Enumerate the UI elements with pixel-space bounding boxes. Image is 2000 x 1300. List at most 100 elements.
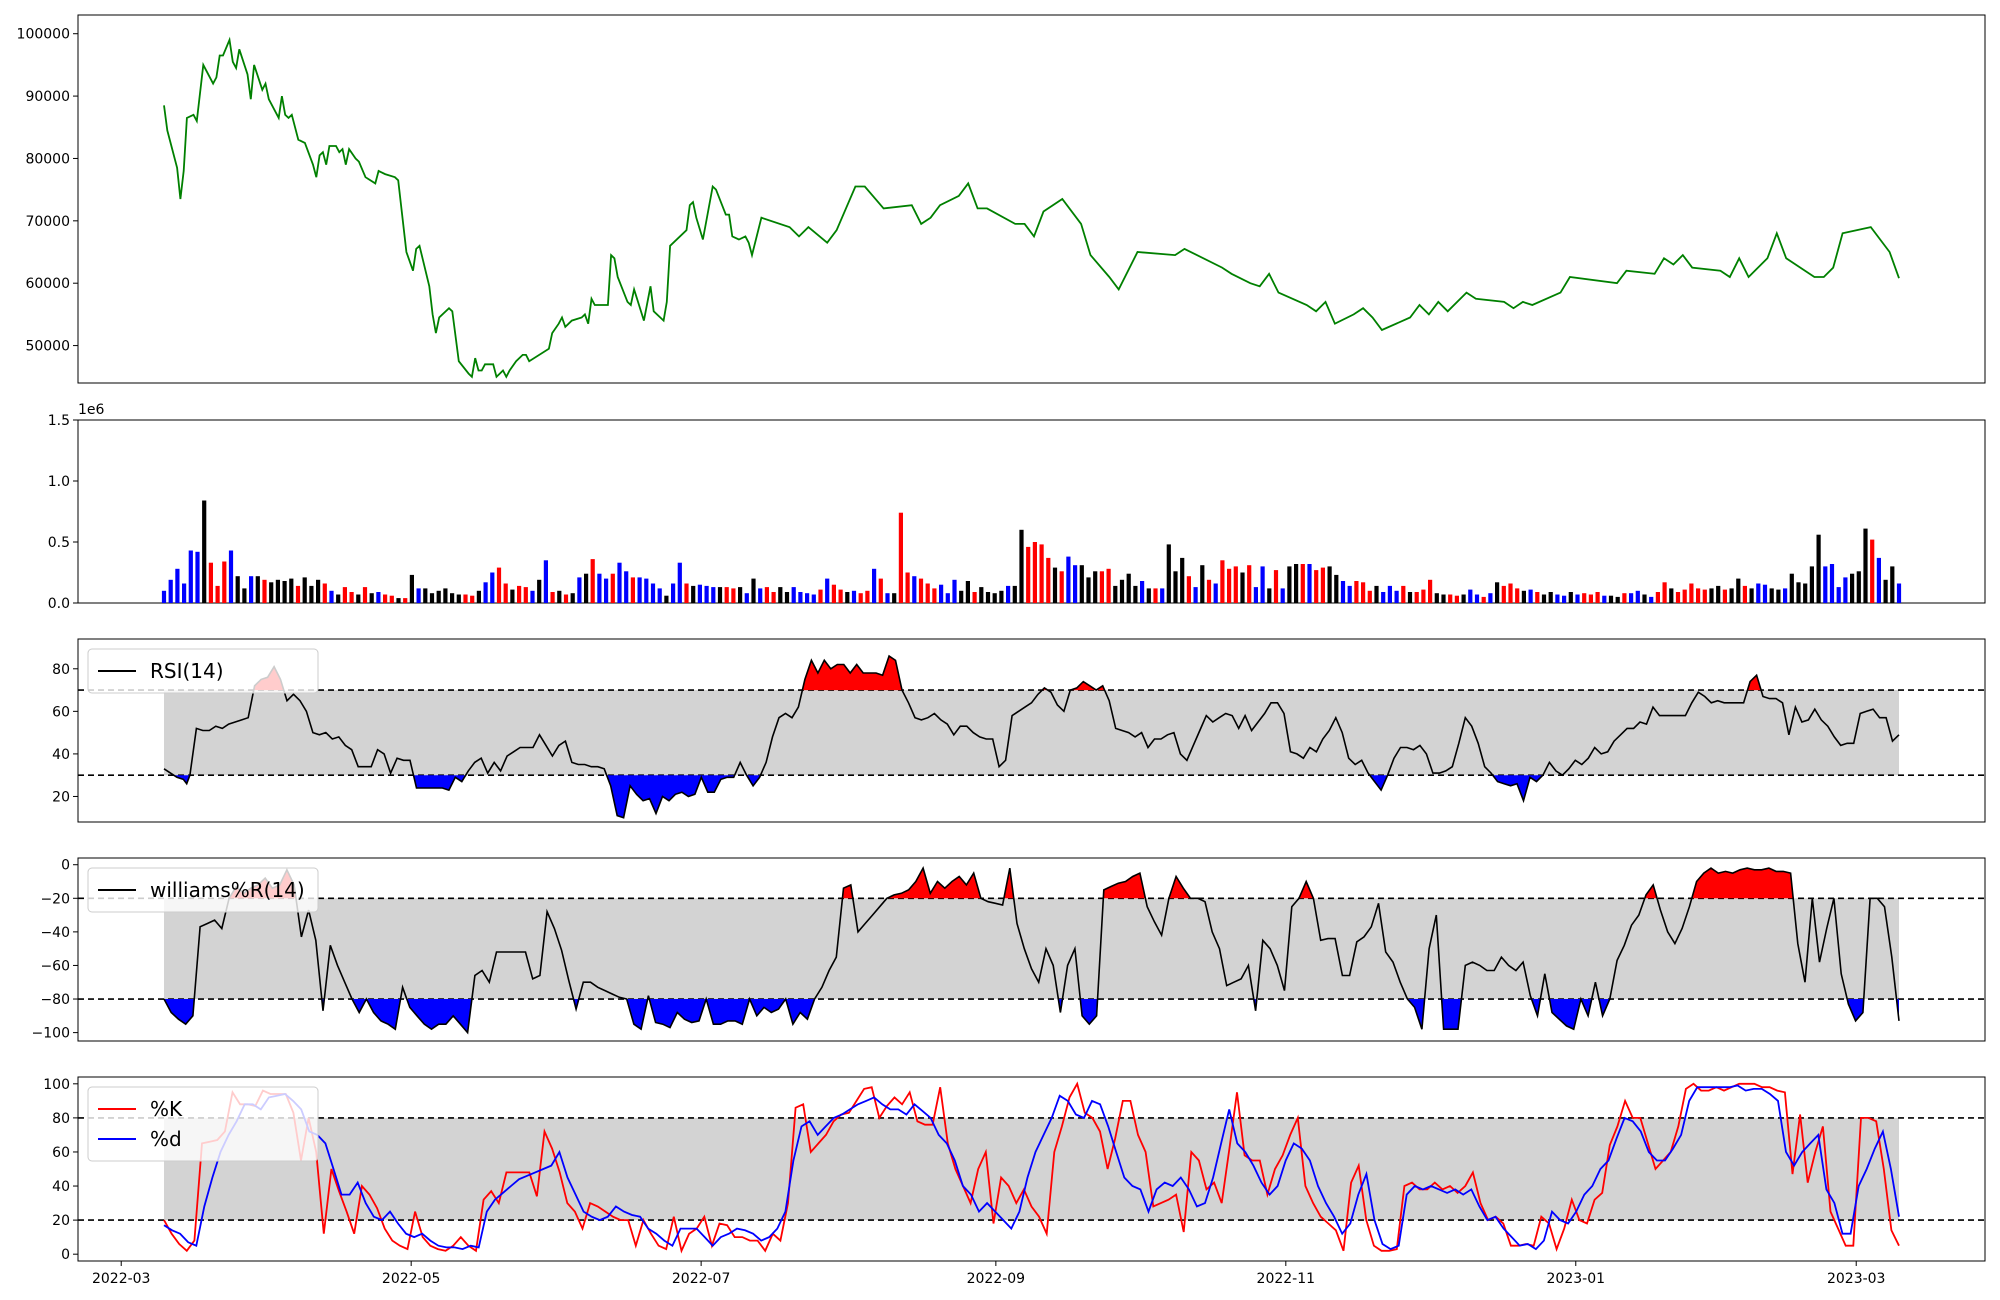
volume-bar-211: [1575, 594, 1580, 603]
volume-bar-53: [517, 585, 522, 603]
volume-bar-156: [1206, 579, 1212, 603]
rsi-ytick-label-1: 40: [52, 747, 70, 763]
volume-bar-95: [798, 592, 803, 603]
williams-oversold-fill-9: [749, 999, 786, 1016]
volume-bar-84: [724, 587, 729, 603]
williams-oversold-fill-4: [406, 999, 472, 1033]
williams-panel: −100 −80 −60 −40 −20 0 williams%R(14): [32, 857, 1986, 1042]
volume-bar-231: [1709, 588, 1714, 603]
volume-ytick-label-1: 0.5: [48, 535, 70, 551]
volume-bar-176: [1340, 581, 1346, 603]
volume-bar-146: [1140, 581, 1145, 603]
volume-bar-59: [557, 590, 562, 603]
williams-ytick-label-4: −20: [40, 891, 70, 907]
volume-bar-128: [1019, 529, 1024, 603]
volume-bar-111: [905, 572, 910, 603]
volume-bar-143: [1119, 579, 1125, 603]
volume-bar-154: [1193, 587, 1198, 603]
volume-bar-18: [282, 581, 287, 603]
volume-bar-13: [249, 576, 254, 603]
volume-bar-181: [1374, 585, 1379, 603]
volume-bar-130: [1032, 542, 1037, 603]
stochastic-ytick-label-1: 20: [52, 1213, 70, 1229]
volume-bar-149: [1160, 588, 1165, 603]
volume-bar-56: [537, 579, 542, 603]
volume-bar-72: [644, 578, 649, 603]
williams-overbought-fill-8: [1691, 868, 1794, 899]
volume-bar-196: [1474, 594, 1480, 603]
volume-bar-223: [1655, 592, 1660, 603]
volume-bar-39: [423, 588, 428, 603]
rsi-ytick-label-0: 20: [52, 789, 70, 805]
volume-bar-205: [1535, 592, 1540, 603]
x-tick-label-0: 2022-03: [92, 1271, 151, 1287]
volume-bar-244: [1796, 582, 1801, 603]
volume-bar-83: [717, 587, 723, 603]
volume-bar-240: [1769, 588, 1774, 603]
price-panel: 50000 60000 70000 80000 90000 100000: [17, 14, 1986, 384]
volume-bar-224: [1662, 582, 1667, 603]
volume-bar-147: [1146, 588, 1151, 603]
volume-bar-41: [436, 590, 441, 603]
volume-bar-197: [1481, 596, 1486, 603]
volume-bar-71: [637, 577, 642, 603]
volume-bar-125: [999, 590, 1004, 603]
volume-bar-9: [222, 561, 227, 603]
volume-bar-110: [898, 512, 903, 603]
volume-bar-220: [1635, 590, 1640, 603]
volume-bar-206: [1541, 594, 1547, 603]
rsi-oversold-fill-4: [1369, 775, 1388, 791]
volume-bar-66: [604, 578, 609, 603]
volume-bar-58: [550, 592, 555, 603]
volume-bar-14: [255, 576, 260, 603]
volume-bar-202: [1515, 588, 1520, 603]
volume-bar-183: [1387, 585, 1392, 603]
volume-bar-175: [1334, 574, 1339, 603]
volume-bar-6: [202, 500, 207, 603]
volume-bar-126: [1006, 585, 1011, 603]
volume-bar-226: [1675, 592, 1681, 603]
volume-bar-52: [510, 589, 515, 603]
volume-bar-213: [1588, 594, 1593, 603]
volume-bar-230: [1702, 589, 1707, 603]
volume-bar-114: [925, 583, 930, 603]
volume-bar-247: [1816, 534, 1821, 603]
volume-bar-94: [791, 587, 796, 603]
volume-bar-74: [657, 588, 662, 603]
volume-bar-189: [1428, 579, 1433, 603]
volume-ytick-label-2: 1.0: [48, 474, 70, 490]
volume-bar-195: [1468, 589, 1473, 603]
williams-oversold-fill-0: [164, 999, 195, 1025]
volume-offset-label: 1e6: [78, 402, 105, 418]
stochastic-band: [164, 1117, 1899, 1221]
volume-bar-259: [1896, 583, 1902, 603]
x-axis: 2022-03 2022-05 2022-07 2022-09 2022-11 2023-…: [92, 1261, 1885, 1287]
volume-bar-4: [188, 550, 193, 603]
rsi-oversold-fill-3: [746, 775, 761, 786]
williams-ytick-label-3: −40: [40, 925, 70, 941]
volume-bar-105: [865, 590, 870, 603]
volume-bar-81: [704, 585, 709, 603]
volume-bar-92: [778, 587, 783, 603]
price-line: [163, 36, 1900, 379]
williams-ytick-label-5: 0: [61, 858, 70, 874]
volume-bar-133: [1052, 567, 1058, 603]
williams-oversold-fill-7: [649, 999, 707, 1028]
rsi-legend-label-0: RSI(14): [150, 659, 224, 683]
volume-bar-101: [838, 589, 843, 603]
volume-bar-85: [731, 588, 736, 603]
volume-bar-45: [463, 594, 468, 603]
volume-bar-188: [1421, 589, 1426, 603]
williams-oversold-fill-14: [1407, 999, 1425, 1030]
volume-bar-33: [383, 594, 388, 603]
volume-bar-104: [858, 593, 863, 603]
volume-bar-203: [1521, 590, 1526, 603]
rsi-panel: 20 40 60 80 RSI(14): [52, 638, 1986, 823]
volume-bar-215: [1602, 595, 1607, 603]
stochastic-ytick-label-5: 100: [43, 1077, 70, 1093]
volume-bar-99: [825, 578, 830, 603]
volume-bar-103: [851, 590, 857, 603]
volume-bar-254: [1863, 528, 1868, 603]
volume-bar-237: [1749, 588, 1754, 603]
